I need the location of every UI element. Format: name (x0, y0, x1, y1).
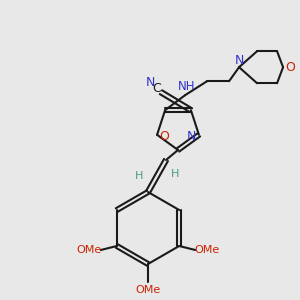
Text: NH: NH (178, 80, 196, 93)
Text: N: N (146, 76, 156, 89)
Text: H: H (171, 169, 179, 179)
Text: H: H (135, 171, 143, 181)
Text: OMe: OMe (135, 285, 161, 295)
Text: O: O (159, 130, 169, 143)
Text: N: N (187, 130, 196, 143)
Text: OMe: OMe (76, 245, 101, 255)
Text: OMe: OMe (195, 245, 220, 255)
Text: C: C (153, 82, 161, 95)
Text: N: N (234, 54, 244, 67)
Text: O: O (285, 61, 295, 74)
